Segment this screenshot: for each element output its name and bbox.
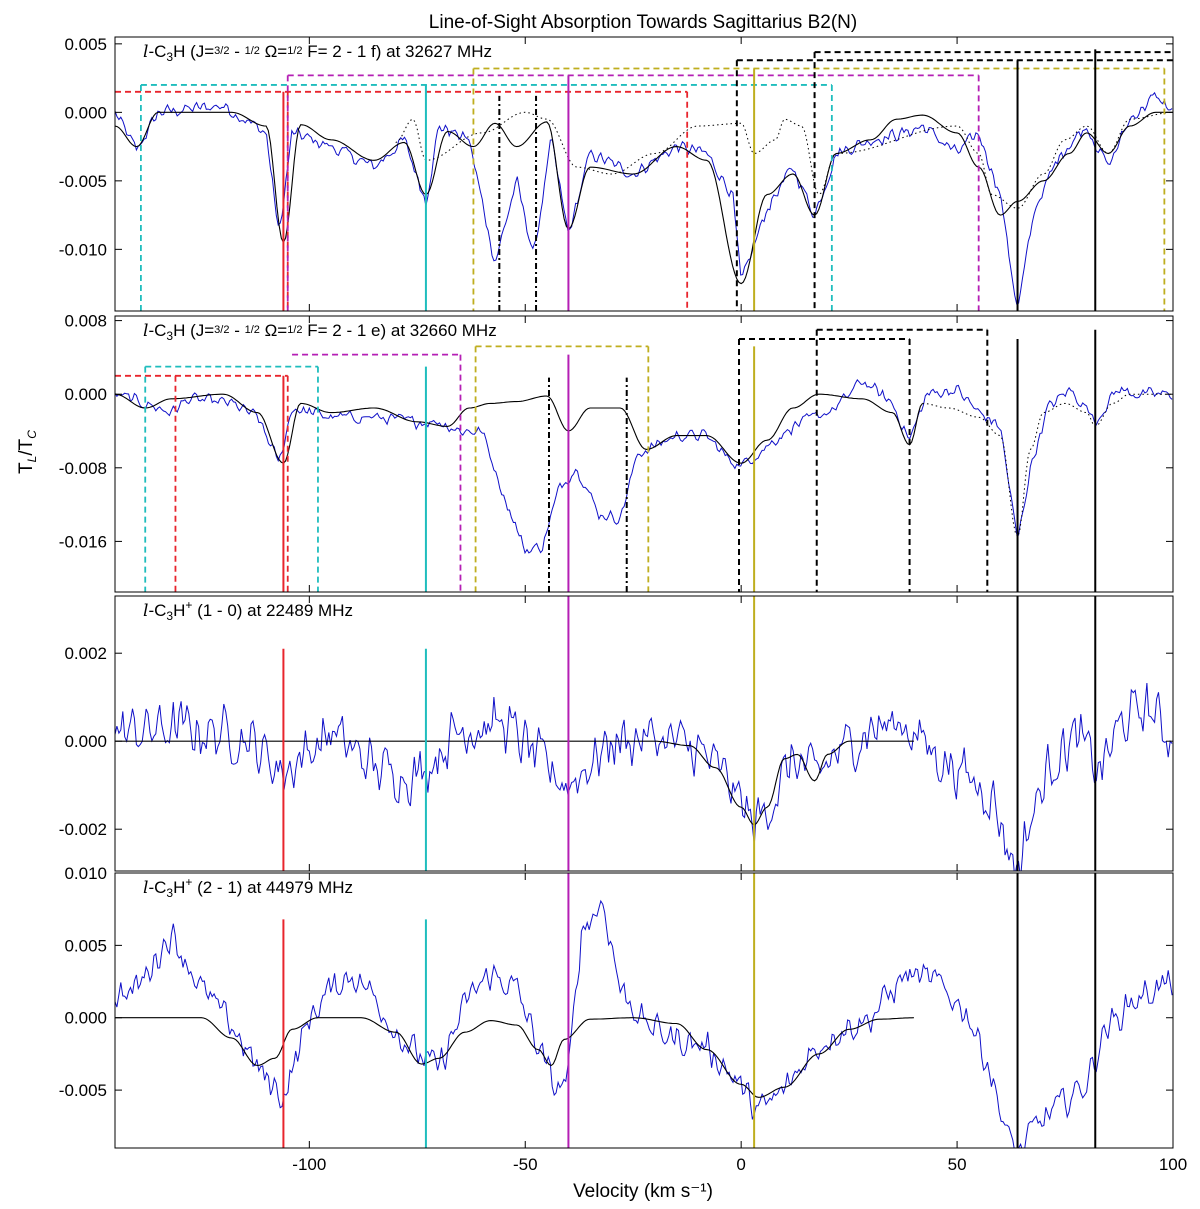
label-prefix: l	[143, 42, 148, 62]
x-tick-label: 100	[1159, 1155, 1187, 1174]
label-subscript: 3	[166, 609, 173, 623]
panel-label: l-C3H (J=3/2 - 1/2 Ω=1/2 F= 2 - 1 f) at …	[143, 42, 492, 64]
panel-4: 0.010 0.005 0.000 -0.005 l-C3H+ (2 - 1) at 4…	[59, 864, 1174, 1149]
x-tick-label: -100	[292, 1155, 326, 1174]
bracket-black-4	[735, 59, 1173, 311]
label-prefix: l	[143, 878, 148, 898]
panel-frame	[114, 315, 1174, 593]
label-text: F= 2 - 1 f) at 32627 MHz	[303, 42, 492, 61]
spectrum-series	[115, 682, 1173, 871]
panel-label: l-C3H+ (1 - 0) at 22489 MHz	[143, 598, 353, 623]
label-subscript: 3	[166, 50, 173, 64]
panel-plot-area	[115, 596, 1173, 871]
bracket-magenta-2	[286, 74, 980, 311]
y-tick-label: -0.002	[59, 820, 107, 839]
panel-label: l-C3H+ (2 - 1) at 44979 MHz	[143, 875, 353, 900]
y-tick-label: -0.016	[59, 532, 107, 551]
label-fraction: 1/2	[287, 45, 302, 57]
y-tick-label: -0.008	[59, 459, 107, 478]
label-prefix: l	[143, 601, 148, 621]
panel-frame	[114, 595, 1174, 872]
fit-series	[115, 1017, 914, 1098]
label-subscript: 3	[166, 886, 173, 900]
y-axis-title: TL/TC	[16, 430, 39, 474]
panel-plot-area	[115, 873, 1173, 1148]
label-species: -C	[148, 601, 166, 620]
fit-series	[115, 393, 923, 464]
bracket-black-5	[813, 51, 1173, 311]
y-axis-title-sep: /T	[16, 438, 37, 455]
label-species: -C	[148, 321, 166, 340]
label-prefix: l	[143, 321, 148, 341]
spectrum-series	[115, 91, 1173, 305]
bracket-olive-3	[474, 345, 650, 592]
spectrum-series	[115, 899, 1173, 1148]
panel-plot-area	[115, 49, 1173, 311]
label-species: -C	[148, 42, 166, 61]
y-tick-label: -0.005	[59, 1081, 107, 1100]
label-fraction: 1/2	[245, 45, 260, 57]
x-tick-label: 0	[736, 1155, 745, 1174]
fit-series	[115, 740, 914, 826]
label-fraction: 1/2	[245, 324, 260, 336]
panel-3: 0.002 0.000 -0.002 l-C3H+ (1 - 0) at 22489 …	[59, 595, 1174, 872]
label-text: H (J=	[173, 42, 214, 61]
y-axis-title-t1: T	[16, 462, 37, 474]
panel-label: l-C3H (J=3/2 - 1/2 Ω=1/2 F= 2 - 1 e) at …	[143, 321, 497, 343]
label-superscript: +	[185, 875, 192, 889]
label-text: -	[229, 321, 244, 340]
label-superscript: +	[185, 598, 192, 612]
bracket-black-5	[815, 328, 989, 592]
bracket-red-0	[115, 90, 689, 311]
y-tick-label: 0.000	[64, 103, 107, 122]
y-tick-label: 0.000	[64, 385, 107, 404]
y-axis-title-sub2: C	[25, 430, 39, 439]
x-tick-label: 50	[948, 1155, 967, 1174]
y-tick-label: 0.005	[64, 936, 107, 955]
bracket-red-0	[115, 374, 289, 592]
label-text: H (J=	[173, 321, 214, 340]
y-tick-label: -0.005	[59, 172, 107, 191]
panel-2: 0.008 0.000 -0.008 -0.016 l-C3H (J=3/2 - 1/2…	[59, 312, 1174, 593]
y-tick-label: 0.000	[64, 732, 107, 751]
label-text: (2 - 1) at 44979 MHz	[192, 878, 353, 897]
bracket-black-4	[738, 338, 911, 592]
label-fraction: 3/2	[214, 45, 229, 57]
panel-frame	[114, 36, 1174, 312]
y-tick-label: 0.000	[64, 1009, 107, 1028]
panel-frame	[114, 872, 1174, 1149]
y-tick-label: -0.010	[59, 240, 107, 259]
label-subscript: 3	[166, 329, 173, 343]
y-axis-title-sub1: L	[25, 456, 39, 463]
fit-dotted-series	[922, 393, 1173, 539]
label-text: (1 - 0) at 22489 MHz	[192, 601, 353, 620]
y-tick-label: 0.008	[64, 312, 107, 331]
label-species: -C	[148, 878, 166, 897]
y-tick-label: 0.005	[64, 35, 107, 54]
label-text: H	[173, 878, 185, 897]
label-text: -	[229, 42, 244, 61]
spectrum-series	[115, 379, 1173, 555]
bracket-magenta-2	[292, 353, 462, 592]
label-text: F= 2 - 1 e) at 32660 MHz	[303, 321, 497, 340]
bracket-cyan-1	[144, 365, 319, 592]
label-text: H	[173, 601, 185, 620]
x-axis-tick-labels: -100 -50 0 50 100	[292, 1155, 1187, 1174]
panel-plot-area	[115, 328, 1173, 592]
bracket-olive-3	[472, 67, 1166, 311]
bracket-cyan-1	[140, 84, 833, 311]
fit-series	[115, 111, 1173, 285]
y-tick-label: 0.010	[64, 864, 107, 883]
figure-title: Line-of-Sight Absorption Towards Sagitta…	[429, 12, 857, 33]
label-text: Ω=	[260, 321, 287, 340]
label-fraction: 3/2	[214, 324, 229, 336]
x-axis-title: Velocity (km s⁻¹)	[573, 1181, 713, 1202]
panel-1: 0.005 0.000 -0.005 -0.010 l-C3H (J=3/2 - 1/2…	[59, 35, 1174, 312]
label-text: Ω=	[260, 42, 287, 61]
x-tick-label: -50	[513, 1155, 538, 1174]
fit-dotted-series	[395, 111, 1173, 209]
label-fraction: 1/2	[287, 324, 302, 336]
y-tick-label: 0.002	[64, 644, 107, 663]
